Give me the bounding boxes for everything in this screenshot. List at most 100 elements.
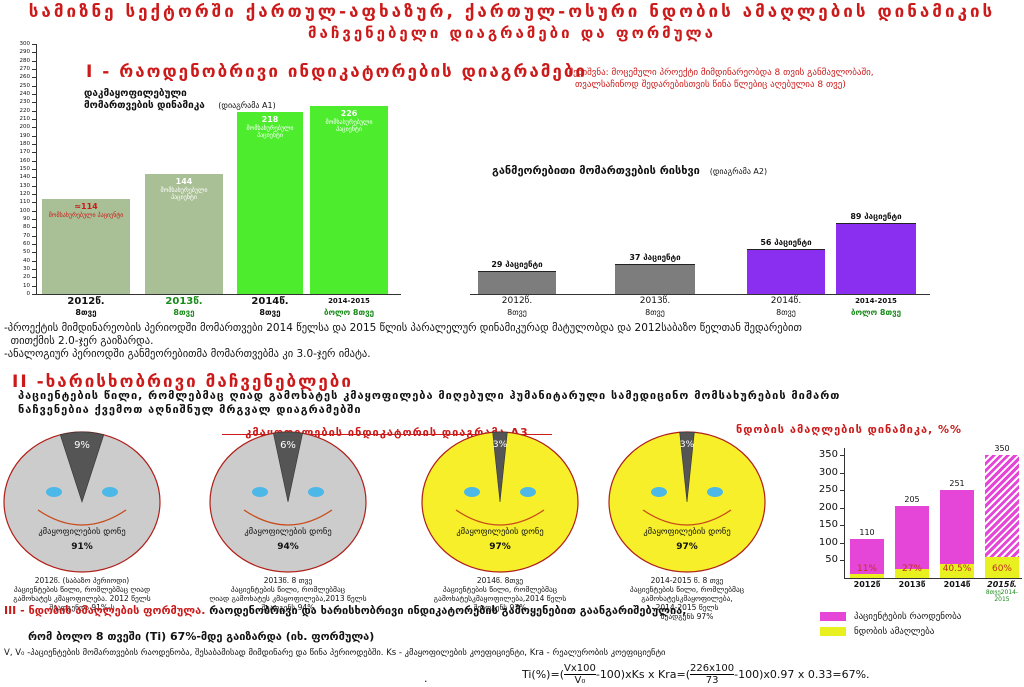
- chart-a1-tick-label: 100: [19, 207, 31, 214]
- smiley-eye: [252, 487, 268, 497]
- chart-a1-tick-mark: [32, 269, 36, 270]
- chart-a1-bar-note: მომსახურებული პაციენტი: [325, 118, 373, 133]
- chart-a1-tick-label: 60: [23, 241, 30, 247]
- pie-caption-line: 2014-2015 წ. 8 თვე: [650, 576, 724, 585]
- chart-a1-x-axis: [36, 294, 401, 295]
- chart-a1-tick-label: 220: [19, 107, 31, 114]
- smiley-mouth: [243, 509, 333, 526]
- trust-bar-patients: [895, 505, 929, 578]
- chart-a1-bar: 144 მომსახურებული პაციენტი: [145, 174, 223, 294]
- chart-a1-tick-label: 190: [19, 132, 31, 139]
- pie-caption-line: შეადგენდა 91%-ს: [49, 603, 115, 612]
- chart-a1-tick-label: 70: [23, 232, 30, 239]
- chart-a2-category-line2: 8თვე: [776, 308, 796, 317]
- chart-a1-tick-mark: [32, 160, 36, 162]
- trust-bar-trust: [940, 563, 974, 578]
- chart-a1-value-label: ≈114: [74, 202, 98, 211]
- smiley-mouth: [37, 509, 127, 526]
- face-label: კმაყოფილების დონე: [456, 527, 544, 537]
- chart-a1-tick-label: 230: [19, 99, 31, 106]
- section1-note-line1: (შენიშვნა: მოცემული პროექტი მიმდინარეობდ…: [565, 68, 874, 78]
- chart-a1-tick-label: 10: [23, 282, 30, 289]
- formula-mid: -100)xKs x Kra=(: [595, 667, 691, 681]
- face-label: კმაყოფილების დონე: [643, 527, 731, 537]
- chart-a1-tick-mark: [32, 169, 36, 170]
- formula-frac2-num: 226x100: [690, 662, 735, 675]
- pie-slice-label: 3%: [679, 440, 695, 450]
- chart-a1-tick-mark: [32, 60, 36, 62]
- chart-a1-bar-note: მომსახურებული პაციენტი: [160, 187, 208, 201]
- section2-desc-line1: პაციენტების წილი, რომლებმაც ღიად გამოხატ…: [18, 389, 841, 402]
- chart-a2-category-line1: 2014წ.: [770, 296, 802, 306]
- smiley-eye: [464, 487, 480, 497]
- satisfaction-pie: [421, 431, 579, 573]
- chart-a1-tick-mark: [32, 185, 36, 187]
- trust-bar-trust: [895, 568, 929, 578]
- chart-a1-tick-label: 180: [19, 141, 31, 147]
- chart-a1-tick-label: 30: [23, 266, 30, 272]
- chart-a1: 0 10 20 30 40 50 60 70 80 90 100 110 120 130 140 150 160…: [0, 0, 470, 320]
- chart2-title-text: განმეორებითი მომართვების რისხვი: [492, 164, 700, 177]
- chart-a1-tick-label: 80: [23, 224, 30, 231]
- pie-slice-label: 3%: [492, 440, 508, 450]
- pie-caption-line: გამოხატესკმაყოფილება,2014 წელს: [433, 594, 567, 603]
- footer-dot: .: [424, 672, 428, 685]
- trust-tick-label: 350: [818, 449, 838, 461]
- formula-frac1: Vx100 V₀: [563, 663, 596, 686]
- pie-main-label: 94%: [277, 542, 299, 552]
- satisfaction-pie: [209, 431, 367, 573]
- chart-a2-bar: [615, 264, 695, 294]
- legend-item-trust: ნდობის ამაღლება: [820, 627, 1020, 638]
- smiley-mouth: [455, 509, 545, 526]
- trust-bar-value-label: 110: [859, 528, 875, 538]
- pie-caption-line: 2012წ. (საბაზო პერიოდი): [34, 576, 130, 585]
- section2-title: II -ხარისხობრივი მაჩვენებლები: [12, 372, 353, 392]
- trust-chart: 50 100 150 200 250 300 350 110 11% 2012წ 205 27% 20…: [796, 440, 1024, 610]
- satisfaction-pie: [3, 431, 161, 573]
- chart-a1-tick-mark: [32, 94, 36, 95]
- chart1-title: დაკმაყოფილებული მომართვების დინამიკა (დი…: [84, 88, 276, 112]
- legend-swatch-trust: [820, 627, 846, 636]
- pie-slice: [492, 431, 508, 503]
- section3-line2: რომ ბოლო 8 თვეში (Ti) 67%-მდე გაიზარდა (…: [28, 630, 375, 643]
- chart-a1-tick-label: 260: [19, 74, 31, 81]
- trust-bar-trust: [985, 556, 1019, 578]
- formula: Ti(%)=( Vx100 V₀ -100)xKs x Kra=( 226x10…: [522, 662, 870, 686]
- face-label: კმაყოფილების დონე: [38, 527, 126, 537]
- trust-last-bar-note: 8თვე2014-2015: [985, 589, 1019, 603]
- trust-bar-patients: [850, 539, 884, 578]
- chart-a1-tick-mark: [32, 52, 36, 54]
- chart-a1-tick-mark: [32, 219, 36, 220]
- trust-tick-mark: [840, 560, 844, 562]
- chart-a1-value-label: 218: [261, 115, 279, 125]
- trust-category-label: 2013წ: [898, 580, 926, 589]
- chart-a2-bar: [478, 270, 556, 294]
- chart-a2: 29 პაციენტი 2012წ. 8თვე 37 პაციენტი 2013წ. 8თ…: [0, 0, 1024, 320]
- chart-a1-tick-label: 160: [19, 157, 31, 164]
- chart-a2-category-line2: ბოლო 8თვე: [850, 308, 902, 317]
- chart-a1-category-label: 2013წ. 8თვე: [139, 296, 229, 318]
- chart-a1-category-label: 2014-2015 ბოლო 8თვე: [304, 296, 394, 318]
- chart-a1-tick-label: 150: [19, 166, 31, 172]
- chart-a1-tick-mark: [32, 102, 36, 104]
- chart-a1-tick-label: 20: [23, 274, 30, 281]
- chart-a2-category-label: 2014-2015 ბოლო 8თვე: [830, 296, 922, 318]
- pie-main-label: 97%: [489, 542, 511, 552]
- section3-title-rest: რაოდენობრივი და ხარისხობრივი ინდიკატორებ…: [205, 604, 687, 617]
- chart1-title-line1: დაკმაყოფილებული: [84, 88, 187, 99]
- chart-a1-tick-label: 300: [19, 41, 31, 47]
- trust-tick-mark: [840, 472, 844, 474]
- trust-tick-mark: [840, 490, 844, 492]
- chart-a1-tick-mark: [32, 144, 36, 145]
- page-title-line2: მაჩვენებელი დიაგრამები და ფორმულა: [308, 24, 716, 42]
- trust-tick-label: 200: [818, 501, 838, 513]
- smiley-eye: [651, 487, 667, 497]
- chart-a1-category-line2: ბოლო 8თვე: [323, 308, 375, 317]
- chart-a1-tick-label: 90: [23, 216, 30, 222]
- pie-caption: 2012წ. (საბაზო პერიოდი) პაციენტების წილი,…: [0, 576, 164, 612]
- formula-frac1-den: V₀: [574, 674, 586, 686]
- trust-legend: პაციენტების რაოდენობა ნდობის ამაღლება: [820, 612, 1020, 638]
- section1-note-line2: თვალსაჩინოდ შედარებისთვის წინა წლებიც აღ…: [575, 80, 846, 90]
- chart-a1-tick-label: 200: [19, 124, 31, 131]
- chart-a1-tick-label: 110: [19, 199, 31, 206]
